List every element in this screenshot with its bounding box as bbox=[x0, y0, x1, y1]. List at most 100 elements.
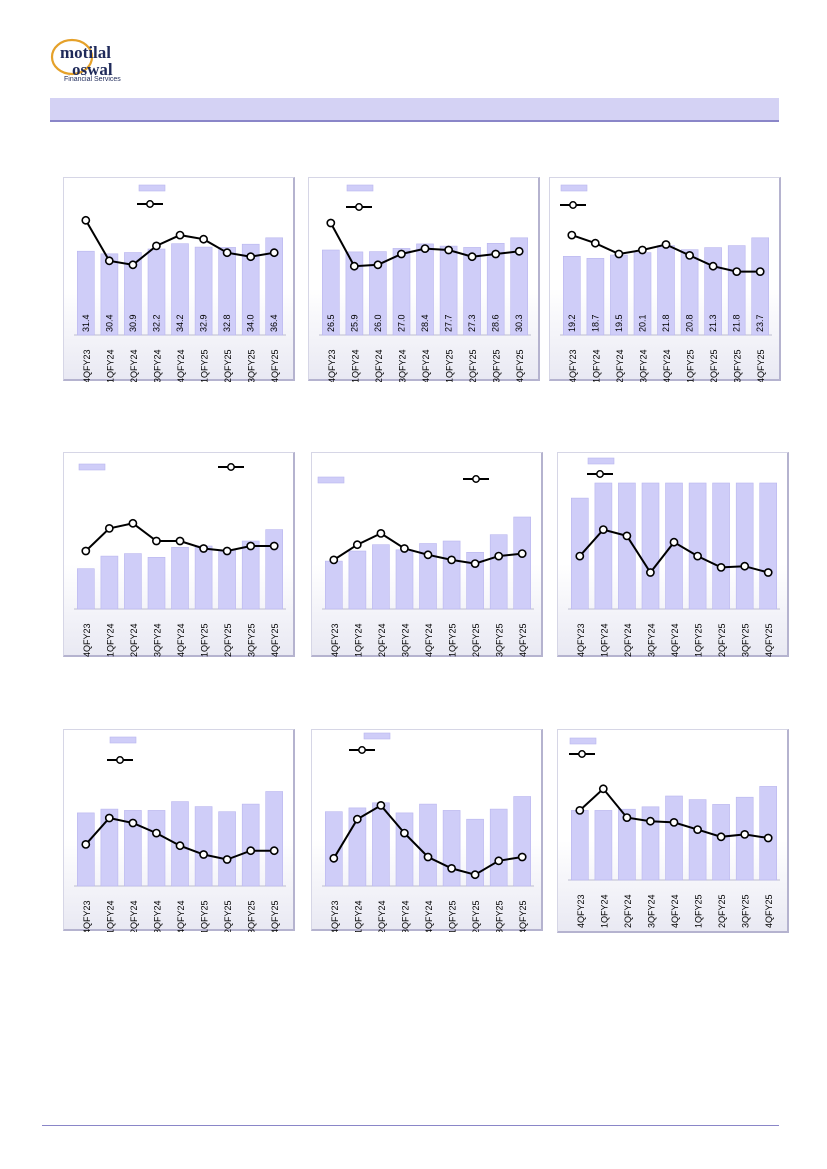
x-tick-label: 3QFY25 bbox=[247, 349, 257, 382]
bar bbox=[641, 806, 660, 881]
bar bbox=[395, 812, 414, 887]
bar bbox=[489, 808, 508, 887]
line-point bbox=[590, 238, 600, 248]
x-tick-label: 4QFY24 bbox=[662, 349, 672, 382]
line-point bbox=[423, 852, 433, 862]
bar bbox=[489, 534, 508, 610]
legend-bar-swatch bbox=[346, 184, 374, 192]
x-tick-label: 2QFY24 bbox=[129, 900, 139, 932]
bar bbox=[345, 251, 364, 336]
line-point bbox=[269, 541, 279, 551]
chart-8: 4QFY23 1QFY24 2QFY24 3QFY24 4QFY24 1QFY25 2QFY… bbox=[322, 732, 534, 932]
x-tick-label: 3QFY25 bbox=[741, 623, 751, 657]
bar bbox=[325, 560, 343, 610]
legend-line-marker bbox=[116, 756, 124, 764]
x-tick-label: 1QFY25 bbox=[200, 623, 210, 657]
x-tick-label: 2QFY24 bbox=[615, 349, 625, 382]
bar bbox=[147, 810, 166, 887]
bar-value-label: 20.1 bbox=[637, 314, 647, 332]
line-point bbox=[352, 814, 362, 824]
line-point bbox=[716, 832, 726, 842]
line-point bbox=[447, 555, 456, 565]
line-point bbox=[661, 240, 671, 249]
bar-value-label: 30.9 bbox=[128, 314, 138, 332]
line-point bbox=[598, 525, 608, 534]
chart-panel-4: 4QFY23 1QFY24 2QFY24 3QFY24 4QFY24 1QFY25 2QFY… bbox=[63, 452, 295, 657]
bar bbox=[395, 549, 414, 610]
bar bbox=[241, 243, 260, 336]
line-point bbox=[575, 551, 585, 561]
svg-text:motilal: motilal bbox=[60, 43, 111, 62]
bar bbox=[372, 544, 390, 610]
line-point bbox=[614, 249, 624, 259]
x-tick-label: 2QFY24 bbox=[129, 349, 139, 382]
line-point bbox=[128, 518, 138, 528]
x-tick-label: 3QFY24 bbox=[638, 349, 648, 382]
line-point bbox=[128, 260, 138, 270]
x-tick-label: 1QFY24 bbox=[105, 349, 115, 382]
x-tick-label: 3QFY24 bbox=[400, 623, 410, 657]
bar-value-label: 34.0 bbox=[246, 314, 256, 332]
chart-9: 4QFY23 1QFY24 2QFY24 3QFY24 4QFY24 1QFY25 2QFY… bbox=[568, 737, 780, 928]
x-tick-label: 4QFY23 bbox=[82, 900, 92, 932]
line-point bbox=[246, 252, 256, 262]
line-point bbox=[646, 816, 655, 826]
line-point bbox=[708, 261, 718, 271]
bar bbox=[218, 247, 236, 336]
bar-value-label: 31.4 bbox=[81, 314, 91, 332]
x-tick-label: 4QFY25 bbox=[764, 623, 774, 657]
x-tick-label: 2QFY24 bbox=[377, 900, 387, 932]
bar bbox=[218, 811, 236, 887]
x-tick-label: 2QFY24 bbox=[129, 623, 139, 657]
line-point bbox=[420, 244, 430, 253]
bar bbox=[77, 568, 95, 610]
line-point bbox=[373, 260, 383, 270]
line-point bbox=[199, 544, 208, 553]
x-tick-label: 3QFY25 bbox=[492, 349, 502, 382]
x-tick-label: 2QFY25 bbox=[709, 349, 719, 382]
chart-panel-6: 4QFY23 1QFY24 2QFY24 3QFY24 4QFY24 1QFY25 2QFY… bbox=[557, 452, 789, 657]
bar bbox=[466, 818, 484, 887]
line-point bbox=[376, 529, 386, 538]
line-point bbox=[349, 261, 359, 271]
x-tick-label: 4QFY24 bbox=[176, 623, 186, 657]
chart-6: 4QFY23 1QFY24 2QFY24 3QFY24 4QFY24 1QFY25 2QFY… bbox=[568, 457, 780, 657]
x-tick-label: 4QFY25 bbox=[764, 894, 774, 928]
x-tick-label: 3QFY24 bbox=[152, 349, 162, 382]
bar bbox=[563, 256, 581, 336]
chart-7: 4QFY23 1QFY24 2QFY24 3QFY24 4QFY24 1QFY25 2QFY… bbox=[74, 736, 286, 932]
bar-value-label: 21.8 bbox=[732, 314, 742, 332]
x-tick-label: 4QFY24 bbox=[176, 349, 186, 382]
bar bbox=[77, 812, 95, 887]
bar bbox=[665, 795, 683, 881]
legend-line-marker bbox=[472, 475, 480, 483]
bar bbox=[265, 237, 283, 336]
bar bbox=[147, 557, 166, 610]
x-tick-label: 4QFY23 bbox=[576, 623, 586, 657]
x-tick-label: 4QFY24 bbox=[670, 623, 680, 657]
line-point bbox=[175, 536, 185, 546]
x-tick-label: 3QFY25 bbox=[247, 623, 257, 657]
line-point bbox=[329, 853, 339, 863]
bar bbox=[680, 249, 699, 336]
x-tick-label: 3QFY25 bbox=[247, 900, 257, 932]
line-point bbox=[326, 218, 336, 228]
bar-value-label: 36.4 bbox=[269, 314, 279, 332]
line-point bbox=[622, 531, 632, 541]
bar bbox=[265, 529, 283, 610]
bar-value-label: 27.0 bbox=[396, 314, 406, 332]
bar-value-label: 28.4 bbox=[420, 314, 430, 332]
x-tick-label: 2QFY25 bbox=[223, 900, 233, 932]
bar-value-label: 19.2 bbox=[567, 314, 577, 332]
line-point bbox=[517, 852, 527, 862]
x-tick-label: 1QFY25 bbox=[445, 349, 455, 382]
bar-value-label: 21.3 bbox=[708, 314, 718, 332]
bar-value-label: 30.3 bbox=[514, 314, 524, 332]
legend-bar-swatch bbox=[317, 476, 345, 484]
bar bbox=[704, 247, 722, 336]
x-tick-label: 2QFY25 bbox=[717, 623, 727, 657]
bar bbox=[171, 243, 189, 336]
line-point bbox=[732, 267, 742, 276]
x-tick-label: 4QFY24 bbox=[421, 349, 431, 382]
x-tick-label: 4QFY25 bbox=[756, 349, 766, 382]
